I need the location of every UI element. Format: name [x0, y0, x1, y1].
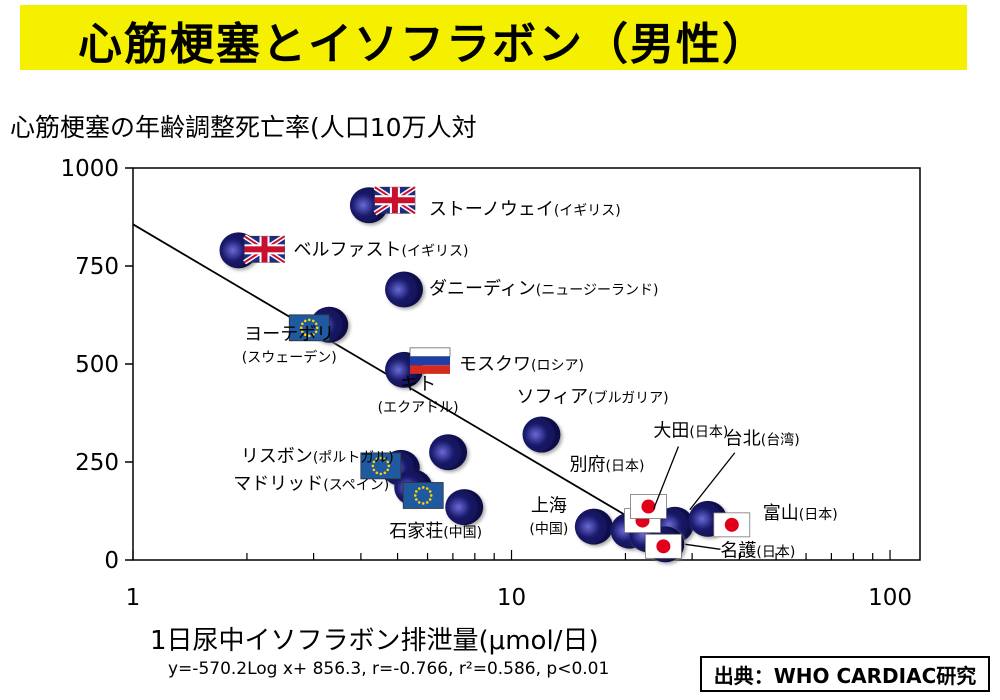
eu-flag-star [311, 333, 315, 337]
jp-flag-disc [641, 499, 656, 514]
eu-flag-star [417, 501, 421, 504]
point-label-sub: (スペイン) [323, 477, 389, 493]
eu-flag-star [387, 464, 391, 468]
point-label: モスクワ(ロシア) [459, 354, 584, 375]
eu-flag-star [421, 486, 425, 489]
eu-flag-star [303, 319, 307, 323]
eu-flag-star [429, 494, 433, 497]
ru-flag-stripe [410, 356, 451, 366]
eu-flag-star [311, 319, 315, 323]
data-point [522, 416, 561, 453]
eu-flag-star [301, 330, 304, 334]
eu-flag-star [303, 333, 307, 337]
eu-flag-star [425, 501, 429, 504]
eu-flag-star [372, 468, 376, 472]
point-label: ベルファスト(イギリス) [294, 239, 469, 260]
eu-flag-star [375, 471, 379, 475]
y-tick-label: 250 [75, 450, 119, 476]
point-label: 大田(日本) [653, 421, 728, 442]
eu-flag-star [314, 322, 318, 326]
point-label-sub: (台湾) [761, 432, 800, 449]
y-tick-label: 750 [75, 254, 119, 280]
title-bar [20, 5, 967, 70]
point-label: ストーノウェイ(イギリス) [429, 199, 621, 220]
uk-flag-cross [374, 197, 415, 204]
eu-flag-star [307, 334, 311, 338]
point-label: ダニーディン(ニュージーランド) [429, 279, 658, 300]
eu-flag-star [417, 487, 421, 490]
eu-flag-star [307, 318, 311, 322]
eu-flag-star [383, 457, 387, 461]
eu-flag-star [375, 457, 379, 461]
page-title: 心筋梗塞とイソフラボン（男性） [78, 19, 768, 70]
eu-flag-star [301, 322, 304, 326]
leader-line [685, 543, 721, 550]
eu-flag-star [428, 498, 432, 501]
y-axis-label: 心筋梗塞の年齢調整死亡率(人口10万人対 [10, 113, 477, 142]
x-tick-label: 1 [126, 585, 141, 611]
eu-flag-star [315, 326, 319, 330]
ru-flag-stripe [410, 365, 451, 374]
point-label-sub: (日本) [799, 507, 838, 523]
point-label-sub: (ポルトガル) [313, 450, 394, 466]
x-tick-label: 10 [497, 585, 526, 611]
eu-flag-star [421, 502, 425, 505]
point-label-sub: (エクアドル) [378, 400, 459, 416]
y-tick-label: 500 [75, 352, 119, 378]
eu-flag-star [299, 326, 303, 330]
point-label: 富山(日本) [763, 503, 838, 524]
point-label: 名護(日本) [720, 540, 795, 561]
point-label-sub: (ブルガリア) [588, 390, 669, 407]
point-label-sub: (イギリス) [402, 243, 469, 259]
y-tick-label: 0 [104, 548, 119, 574]
point-label-sub: (スウェーデン) [242, 349, 337, 366]
point-label: ヨーテボリ [244, 324, 334, 345]
point-label: ソフィア(ブルガリア) [516, 387, 668, 408]
x-tick-label: 100 [868, 585, 912, 611]
eu-flag-star [314, 330, 318, 334]
eu-flag-star [425, 487, 429, 490]
eu-flag-star [379, 456, 383, 460]
point-label: 石家荘(中国) [389, 521, 482, 542]
point-label-sub: (中国) [529, 522, 568, 538]
point-label-sub: (中国) [443, 525, 482, 541]
eu-flag-star [372, 460, 376, 464]
point-label: 台北(台湾) [725, 429, 800, 450]
jp-flag-disc [656, 539, 671, 554]
point-label: リスボン(ポルトガル) [241, 446, 394, 467]
point-label-sub: (日本) [606, 459, 645, 475]
point-label: 上海 [531, 496, 567, 517]
point-label-sub: (イギリス) [554, 203, 621, 219]
data-point [445, 489, 484, 526]
regression-formula: y=-570.2Log x+ 856.3, r=-0.766, r²=0.586… [168, 659, 610, 679]
eu-flag-star [386, 460, 390, 464]
eu-flag-star [428, 490, 432, 493]
eu-flag-star [413, 494, 417, 497]
point-label-sub: (ロシア) [531, 358, 584, 374]
point-label: キト [400, 374, 436, 395]
y-tick-label: 1000 [60, 156, 119, 182]
eu-flag-star [415, 490, 418, 493]
uk-flag-cross [244, 246, 285, 253]
ru-flag-icon [409, 347, 451, 357]
eu-flag-star [379, 472, 383, 476]
source-box: 出典：WHO CARDIAC研究 [700, 656, 990, 692]
x-axis-label: 1日尿中イソフラボン排泄量(μmol/日) [150, 626, 599, 656]
eu-flag-star [415, 498, 418, 501]
point-label-sub: (日本) [689, 425, 728, 441]
point-label: マドリッド(スペイン) [233, 473, 389, 494]
eu-flag-star [383, 471, 387, 475]
data-point [574, 508, 613, 545]
jp-flag-disc [724, 517, 739, 532]
point-label-sub: (ニュージーランド) [536, 283, 659, 299]
point-label: 別府(日本) [570, 455, 645, 476]
data-point [385, 271, 424, 308]
point-label-sub: (日本) [756, 544, 795, 560]
leader-line [689, 452, 736, 511]
leader-line [652, 446, 680, 510]
eu-flag-star [386, 468, 390, 472]
eu-flag-star [371, 464, 375, 468]
data-point [429, 434, 468, 471]
